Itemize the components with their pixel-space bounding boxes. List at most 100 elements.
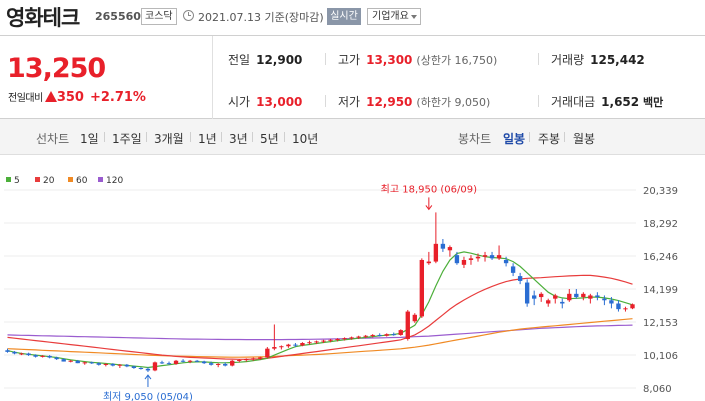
lower-limit: (하한가 9,050) [416,96,491,109]
candle [187,360,193,362]
low-cell: 저가 12,950 (하한가 9,050) [338,93,490,110]
candle [517,276,523,281]
candle [328,339,333,341]
candle [124,364,130,367]
low-arrow-head [144,374,152,380]
candle [223,363,228,366]
prev-close-label: 전일 [228,53,251,67]
candle [300,343,305,346]
prev-close-cell: 전일 12,900 [228,51,302,68]
up-triangle-icon [44,91,57,102]
candle [26,353,31,356]
stock-header: 영화테크 265560 코스닥 2021.07.13 기준(장마감) 실시간 기… [0,0,705,34]
high-arrow-head [425,205,433,211]
y-tick-label: 16,246 [643,252,678,263]
candle [293,344,298,346]
divider [104,132,105,142]
candle [574,293,579,298]
candle [567,293,572,301]
stock-code: 265560 [95,10,141,23]
candle [560,301,565,304]
period-1w[interactable]: 1주일 [112,132,142,146]
candle [553,295,558,299]
legend-ma60: 60 [68,176,87,186]
candle [272,347,277,349]
change-rate: +2.71% [89,90,146,105]
candle [321,340,326,342]
candle [398,330,403,335]
legend-swatch [35,177,40,182]
candle [524,282,530,304]
candle [412,314,417,322]
chart-period-toolbar: 선차트 1일 1주일 3개월 1년 3년 5년 10년 봉차트 일봉 주봉 월봉 [0,119,705,155]
high-annotation: 최고 18,950 (06/09) [381,183,477,195]
company-info-dropdown[interactable]: 기업개요 [367,8,421,25]
candle [103,363,108,365]
divider [325,53,326,65]
y-tick-label: 20,339 [643,186,678,197]
divider [538,95,539,107]
candle [12,351,17,354]
prev-close-value: 12,900 [256,53,303,67]
candle [201,361,207,364]
candle [19,353,24,355]
ma120-line [7,324,633,341]
company-name[interactable]: 영화테크 [6,6,80,30]
low-annotation: 최저 9,050 (05/04) [103,391,193,401]
ma60-line [7,318,633,358]
candle [588,295,593,299]
candle [454,255,460,264]
candle [532,295,537,299]
period-1d[interactable]: 1일 [80,132,99,146]
period-10y[interactable]: 10년 [292,132,319,146]
candle [363,335,368,337]
candle [349,337,354,339]
candle [539,293,544,298]
candle [595,295,600,298]
candle [166,363,172,365]
chevron-down-icon [411,15,417,19]
period-1y[interactable]: 1년 [198,132,217,146]
candle [433,243,439,262]
high-value: 13,300 [366,53,413,67]
candle [159,362,165,364]
candle [61,359,66,362]
candle [342,338,347,340]
clock-icon [183,10,194,21]
candle [461,259,467,265]
volume-cell: 거래량 125,442 [551,51,645,68]
current-price: 13,250 [7,53,106,84]
period-5y[interactable]: 5년 [260,132,279,146]
candle [496,255,502,259]
candle [307,342,312,344]
candle [286,344,291,347]
candle-daily[interactable]: 일봉 [503,132,526,146]
open-cell: 시가 13,000 [228,93,302,110]
legend-swatch [6,177,11,182]
y-tick-label: 12,153 [643,318,678,329]
period-3m[interactable]: 3개월 [154,132,184,146]
legend-ma120-label: 120 [106,176,124,186]
candle [405,311,410,339]
divider [190,132,191,142]
candle [391,334,396,336]
high-label: 고가 [338,53,361,67]
candle [335,338,340,340]
candle [440,243,446,249]
candle [96,363,101,365]
y-tick-label: 14,199 [643,285,678,296]
candle-monthly[interactable]: 월봉 [573,132,596,146]
y-tick-label: 18,292 [643,219,678,230]
candle-weekly[interactable]: 주봉 [538,132,561,146]
candle [110,363,116,366]
realtime-button[interactable]: 실시간 [327,8,361,25]
candle [208,363,214,365]
candle [279,346,284,348]
candle [54,357,59,360]
candle [230,360,235,366]
period-3y[interactable]: 3년 [229,132,248,146]
candle [33,355,38,357]
candle [630,304,635,309]
